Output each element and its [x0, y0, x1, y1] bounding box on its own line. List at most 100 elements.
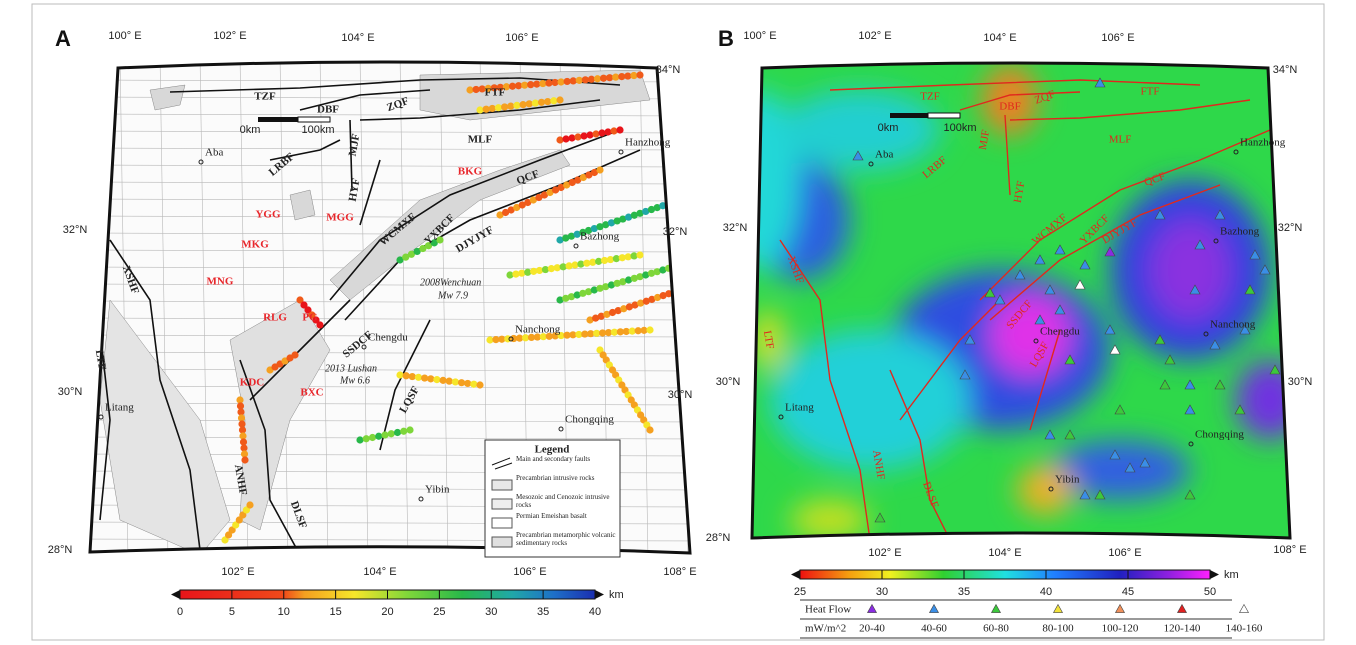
- depth-dot: [642, 297, 650, 305]
- rock-unit: [289, 189, 316, 221]
- depth-dot: [457, 379, 466, 387]
- depth-dot: [553, 264, 561, 272]
- place-marker: [1048, 486, 1054, 492]
- unit-label: YGG: [255, 209, 281, 221]
- depth-dot: [599, 74, 608, 82]
- depth-dot: [579, 228, 587, 236]
- heat-flow-site: [1104, 324, 1116, 335]
- table-unit: mW/m^2: [805, 623, 846, 635]
- grid-line: [90, 181, 690, 185]
- depth-dot: [482, 105, 490, 113]
- heat-flow-site: [1239, 324, 1251, 335]
- depth-dot: [584, 288, 593, 296]
- fault-line: [379, 319, 431, 451]
- fault-line: [979, 129, 1271, 301]
- depth-dot: [527, 81, 535, 89]
- heat-flow-site: [1184, 404, 1196, 415]
- depth-dot: [636, 71, 644, 79]
- place-label: Chengdu: [368, 332, 408, 344]
- depth-dot: [424, 242, 433, 250]
- legend-swatch: [491, 457, 513, 470]
- legend-symbol: [1114, 603, 1126, 613]
- depth-dot: [547, 265, 555, 273]
- depth-dot: [387, 430, 395, 438]
- depth-dot: [659, 266, 667, 274]
- depth-dot: [240, 450, 249, 458]
- depth-dot: [406, 426, 414, 434]
- heat-flow-site: [1194, 239, 1206, 250]
- grid-line: [90, 300, 690, 304]
- heat-flow-site: [1159, 379, 1171, 390]
- depth-dot: [612, 255, 620, 263]
- depth-dot: [575, 76, 583, 84]
- colorbar-tick-label: 15: [330, 606, 342, 618]
- depth-dot: [368, 433, 377, 442]
- latitude-label: 32°N: [1278, 222, 1303, 234]
- depth-dot: [568, 178, 576, 187]
- grid-line: [90, 215, 690, 219]
- figure-border: [31, 3, 1325, 641]
- depth-dot: [618, 254, 626, 262]
- depth-dot: [300, 301, 308, 309]
- depth-dot: [238, 420, 246, 428]
- depth-dot: [436, 236, 444, 244]
- depth-dot: [396, 256, 404, 264]
- depth-dot: [636, 251, 644, 259]
- depth-dot: [592, 130, 600, 138]
- legend-symbol: [990, 603, 1002, 613]
- depth-dot: [642, 271, 650, 279]
- legend-symbol: [1176, 603, 1188, 613]
- depth-dot: [496, 83, 504, 91]
- depth-dot: [676, 261, 684, 269]
- legend-item-text: Precambrian intrusive rocks: [516, 474, 595, 482]
- fault-line: [1004, 114, 1011, 196]
- depth-dot: [236, 402, 245, 410]
- grid-line: [319, 62, 329, 553]
- moho-surface: [752, 65, 1290, 538]
- depth-dot: [619, 215, 627, 223]
- depth-dot: [622, 327, 630, 336]
- depth-dot: [637, 299, 645, 307]
- heat-flow-site: [1154, 334, 1166, 345]
- grid-line: [90, 164, 690, 168]
- depth-dot: [577, 260, 585, 268]
- depth-dot: [518, 201, 526, 209]
- legend-item-text: Precambrian metamorphic volcanic sedimen…: [516, 531, 616, 547]
- place-label: Aba: [875, 149, 893, 161]
- map-b: [752, 63, 1290, 538]
- legend-title: Legend: [535, 444, 570, 456]
- depth-dot: [312, 316, 320, 324]
- latitude-label: 28°N: [706, 532, 731, 544]
- fault-label: MLF: [1109, 134, 1132, 146]
- depth-dot: [407, 250, 416, 258]
- depth-dot: [571, 261, 579, 269]
- place-label: Nanchong: [1210, 319, 1256, 331]
- heat-flow-site: [852, 150, 864, 161]
- fault-line: [239, 359, 301, 553]
- longitude-label: 106° E: [505, 32, 538, 44]
- grid-line: [90, 351, 690, 355]
- depth-dot: [624, 276, 633, 284]
- depth-dot: [575, 330, 583, 339]
- depth-dot: [596, 284, 604, 292]
- moho-patch: [990, 295, 1070, 375]
- place-label: Chongqing: [565, 414, 614, 426]
- place-marker: [778, 414, 784, 420]
- grid-line: [279, 62, 289, 553]
- heat-flow-site: [1064, 429, 1076, 440]
- depth-dot: [551, 332, 559, 340]
- grid-line: [639, 62, 649, 553]
- depth-dot: [531, 99, 539, 107]
- unit-label: MNG: [207, 276, 234, 288]
- latitude-label: 30°N: [58, 386, 83, 398]
- latitude-label: 32°N: [723, 222, 748, 234]
- legend-item-text: Main and secondary faults: [516, 455, 591, 463]
- depth-dot: [238, 426, 247, 434]
- depth-dot: [573, 230, 581, 238]
- grid-line: [90, 283, 690, 287]
- depth-dot: [291, 351, 299, 359]
- table-range: 60-80: [983, 623, 1009, 635]
- fault-line: [249, 299, 351, 401]
- heat-flow-sites: [852, 77, 1281, 523]
- colorbar-tick-label: 0: [177, 606, 183, 618]
